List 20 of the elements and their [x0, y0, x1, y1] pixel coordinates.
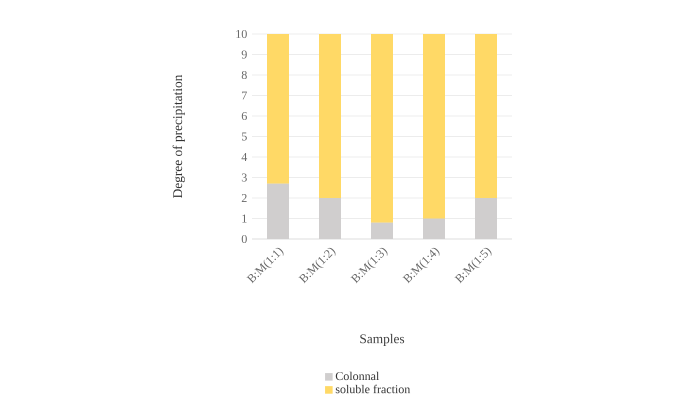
- y-tick-label: 9: [242, 50, 247, 59]
- y-axis-title: Degree of precipitation: [172, 74, 185, 198]
- legend-label: soluble fraction: [336, 384, 410, 394]
- bar: [371, 34, 393, 223]
- x-axis-title: Samples: [360, 334, 404, 346]
- bar: [267, 34, 289, 184]
- y-tick-label: 10: [236, 30, 247, 38]
- y-tick-label: 2: [242, 194, 247, 202]
- y-tick-label: 5: [242, 132, 247, 140]
- y-tick-label: 4: [242, 153, 248, 161]
- y-tick-label: 8: [242, 70, 247, 80]
- y-tick-label: 6: [242, 112, 247, 120]
- y-tick-label: 7: [242, 92, 247, 100]
- y-tick-label: 1: [242, 214, 247, 222]
- bar: [319, 34, 341, 198]
- legend-label: Colonnal: [336, 372, 380, 380]
- y-tick-label: 3: [242, 173, 247, 182]
- bar: [423, 34, 446, 219]
- y-tick-label: 0: [242, 234, 247, 244]
- bar: [475, 34, 497, 198]
